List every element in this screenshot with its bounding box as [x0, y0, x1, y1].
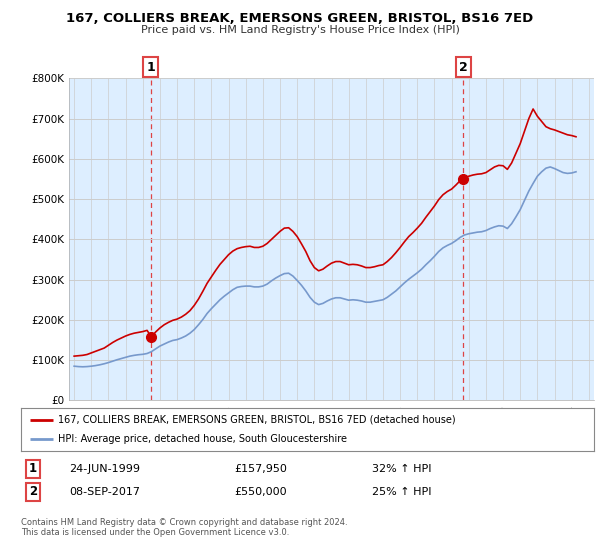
Text: £157,950: £157,950 — [234, 464, 287, 474]
Text: 2: 2 — [29, 485, 37, 498]
Text: 24-JUN-1999: 24-JUN-1999 — [69, 464, 140, 474]
Text: 167, COLLIERS BREAK, EMERSONS GREEN, BRISTOL, BS16 7ED: 167, COLLIERS BREAK, EMERSONS GREEN, BRI… — [67, 12, 533, 25]
Text: Price paid vs. HM Land Registry's House Price Index (HPI): Price paid vs. HM Land Registry's House … — [140, 25, 460, 35]
Text: 167, COLLIERS BREAK, EMERSONS GREEN, BRISTOL, BS16 7ED (detached house): 167, COLLIERS BREAK, EMERSONS GREEN, BRI… — [58, 415, 456, 424]
Text: Contains HM Land Registry data © Crown copyright and database right 2024.
This d: Contains HM Land Registry data © Crown c… — [21, 518, 347, 538]
Text: £550,000: £550,000 — [234, 487, 287, 497]
Text: HPI: Average price, detached house, South Gloucestershire: HPI: Average price, detached house, Sout… — [58, 435, 347, 444]
Text: 08-SEP-2017: 08-SEP-2017 — [69, 487, 140, 497]
Text: 25% ↑ HPI: 25% ↑ HPI — [372, 487, 431, 497]
Text: 1: 1 — [146, 60, 155, 73]
Text: 1: 1 — [29, 462, 37, 475]
Text: 32% ↑ HPI: 32% ↑ HPI — [372, 464, 431, 474]
Text: 2: 2 — [459, 60, 467, 73]
